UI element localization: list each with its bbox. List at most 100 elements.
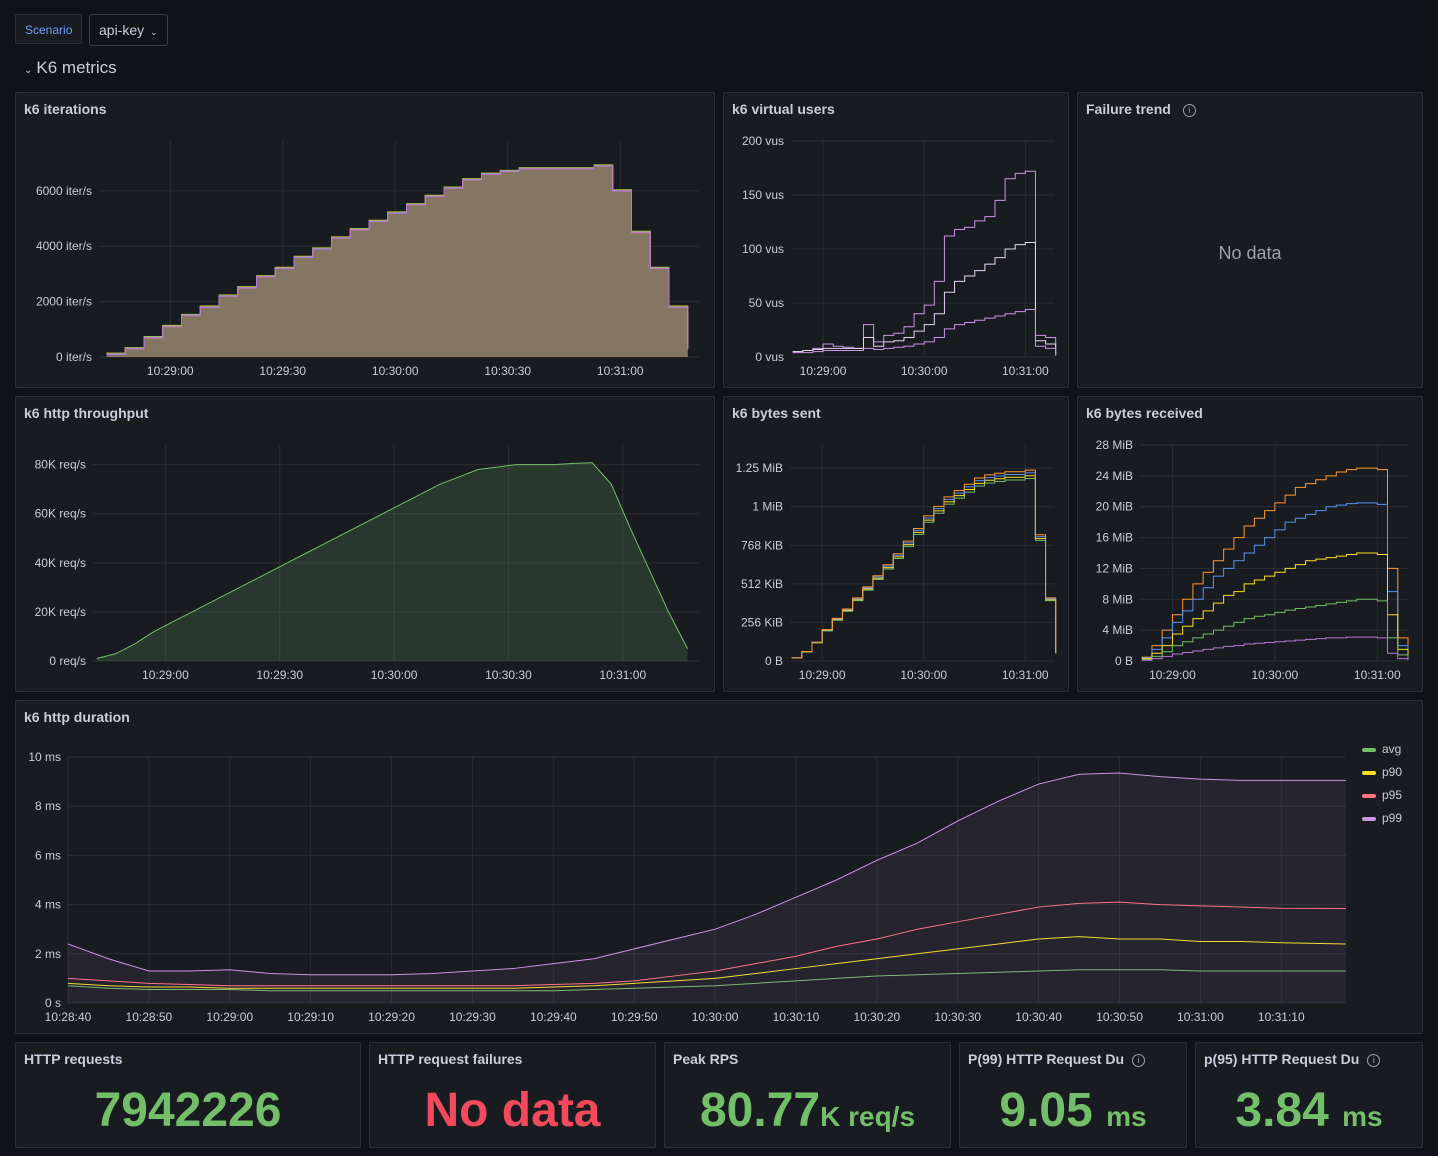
vus-series-line — [792, 308, 1057, 356]
panel-title: HTTP requests — [24, 1051, 123, 1067]
y-tick-label: 12 MiB — [1096, 561, 1133, 575]
duration-chart: 0 s 2 ms 4 ms 6 ms 8 ms 10 ms 10:28:40 10:28:50… — [28, 750, 1347, 1024]
info-icon[interactable]: i — [1182, 104, 1196, 117]
legend: avg p90 p95 p99 — [1361, 741, 1402, 833]
y-tick-label: 8 MiB — [1102, 592, 1133, 606]
panel-throughput[interactable]: k6 http throughput 0 req/s 20K req/s 40K r… — [15, 396, 715, 692]
chevron-down-icon: ⌄ — [150, 27, 158, 37]
y-tick-label: 2000 iter/s — [36, 295, 92, 309]
x-tick-label: 10:29:50 — [611, 1010, 658, 1024]
info-icon[interactable]: i — [1132, 1054, 1146, 1067]
stat-number: 3.84 — [1235, 1084, 1329, 1137]
stat-unit: K req/s — [820, 1101, 916, 1132]
y-tick-label: 100 vus — [742, 242, 784, 256]
duration-series-line — [67, 969, 1346, 992]
legend-item-p90[interactable]: p90 — [1361, 764, 1402, 787]
x-tick-label: 10:29:20 — [368, 1010, 415, 1024]
bytes_received-series-line — [1141, 636, 1409, 661]
x-tick-label: 10:30:00 — [692, 1010, 739, 1024]
x-tick-label: 10:31:00 — [599, 668, 646, 682]
panel-iterations[interactable]: k6 iterations 0 iter/s 2000 iter/s 4000 it… — [15, 92, 715, 388]
y-tick-label: 50 vus — [749, 296, 784, 310]
x-tick-label: 10:30:30 — [485, 668, 532, 682]
panel-p99[interactable]: P(99) HTTP Request Du i 9.05 ms — [959, 1042, 1187, 1148]
no-data-text: No data — [1218, 243, 1282, 263]
panel-http-requests[interactable]: HTTP requests 7942226 — [15, 1042, 361, 1148]
y-tick-label: 0 vus — [755, 350, 784, 364]
y-tick-label: 6000 iter/s — [36, 184, 92, 198]
y-tick-label: 1.25 MiB — [736, 461, 783, 475]
y-tick-label: 4 ms — [35, 898, 61, 912]
panel-title: k6 http throughput — [24, 405, 149, 421]
y-tick-label: 2 ms — [35, 947, 61, 961]
p95-title-text: p(95) HTTP Request Du — [1204, 1051, 1360, 1067]
stat-number: 80.77 — [699, 1084, 821, 1137]
panel-duration[interactable]: k6 http duration 0 s 2 ms 4 ms 6 ms 8 ms 10 m… — [15, 700, 1423, 1034]
panel-bytes-received[interactable]: k6 bytes received 0 B 4 MiB 8 MiB 12 MiB 16 … — [1077, 396, 1423, 692]
y-tick-label: 10 ms — [28, 750, 61, 764]
x-tick-label: 10:31:00 — [1177, 1010, 1224, 1024]
panel-title: k6 bytes received — [1086, 405, 1203, 421]
iterations-area — [106, 165, 688, 357]
legend-item-avg[interactable]: avg — [1361, 741, 1402, 764]
panel-p95[interactable]: p(95) HTTP Request Du i 3.84 ms — [1195, 1042, 1423, 1148]
panel-http-failures[interactable]: HTTP request failures No data — [369, 1042, 656, 1148]
throughput-line — [96, 462, 689, 660]
x-tick-label: 10:30:40 — [1015, 1010, 1062, 1024]
panel-title: k6 http duration — [24, 709, 130, 725]
y-tick-label: 0 s — [45, 996, 61, 1010]
stat-value: 9.05 ms — [960, 1083, 1186, 1138]
x-tick-label: 10:29:00 — [1149, 668, 1196, 682]
panel-title: HTTP request failures — [378, 1051, 523, 1067]
y-tick-label: 256 KiB — [741, 615, 783, 629]
panel-title: p(95) HTTP Request Du i — [1204, 1051, 1381, 1067]
x-tick-label: 10:30:10 — [773, 1010, 820, 1024]
panel-failure-trend[interactable]: Failure trend i No data — [1077, 92, 1423, 388]
x-tick-label: 10:29:00 — [147, 364, 194, 378]
duration-series-line — [67, 901, 1347, 987]
variable-label: Scenario — [15, 14, 83, 44]
row-toggle[interactable]: ⌄ K6 metrics — [24, 58, 117, 78]
y-tick-label: 0 req/s — [49, 654, 86, 668]
vus-series-line — [792, 170, 1057, 355]
info-icon[interactable]: i — [1367, 1054, 1381, 1067]
scenario-select[interactable]: api-key ⌄ — [89, 14, 168, 46]
bytes_received-series-line — [1141, 502, 1409, 659]
y-tick-label: 0 B — [1115, 654, 1133, 668]
y-tick-label: 20 MiB — [1096, 500, 1133, 514]
x-tick-label: 10:30:00 — [1251, 668, 1298, 682]
x-tick-label: 10:28:50 — [126, 1010, 173, 1024]
p99-title-text: P(99) HTTP Request Du — [968, 1051, 1125, 1067]
bytes_received-series-line — [1141, 467, 1409, 658]
x-tick-label: 10:30:00 — [371, 668, 418, 682]
legend-item-p95[interactable]: p95 — [1361, 787, 1402, 810]
panel-peak-rps[interactable]: Peak RPS 80.77K req/s — [664, 1042, 951, 1148]
legend-label: p99 — [1381, 811, 1402, 825]
panel-vus[interactable]: k6 virtual users 0 vus 50 vus 100 vus 150 v… — [723, 92, 1069, 388]
x-tick-label: 10:30:30 — [484, 364, 531, 378]
legend-label: avg — [1381, 742, 1402, 756]
duration-area — [68, 772, 1346, 1003]
x-tick-label: 10:29:00 — [800, 364, 847, 378]
stat-value: 7942226 — [94, 1084, 282, 1137]
vus-series-line — [792, 242, 1057, 355]
legend-swatch — [1361, 770, 1376, 775]
panel-title: Peak RPS — [673, 1051, 739, 1067]
legend-item-p99[interactable]: p99 — [1361, 810, 1402, 833]
y-tick-label: 1 MiB — [752, 500, 783, 514]
bytes_received-series-line — [1141, 552, 1409, 660]
stat-unit: ms — [1106, 1101, 1147, 1132]
failure-title-text: Failure trend — [1086, 101, 1171, 117]
x-tick-label: 10:29:00 — [206, 1010, 253, 1024]
iterations-series-line — [106, 165, 689, 355]
legend-label: p90 — [1381, 765, 1402, 779]
x-tick-label: 10:29:30 — [259, 364, 306, 378]
panel-bytes-sent[interactable]: k6 bytes sent 0 B 256 KiB 512 KiB 768 KiB 1 … — [723, 396, 1069, 692]
panel-title: k6 virtual users — [732, 101, 835, 117]
bytes_received-series-line — [1141, 598, 1409, 660]
x-tick-label: 10:31:00 — [1002, 364, 1049, 378]
throughput-area — [96, 462, 688, 661]
x-tick-label: 10:30:00 — [900, 668, 947, 682]
bytes-sent-chart: 0 B 256 KiB 512 KiB 768 KiB 1 MiB 1.25 MiB 10:… — [736, 445, 1057, 682]
x-tick-label: 10:31:00 — [1354, 668, 1401, 682]
